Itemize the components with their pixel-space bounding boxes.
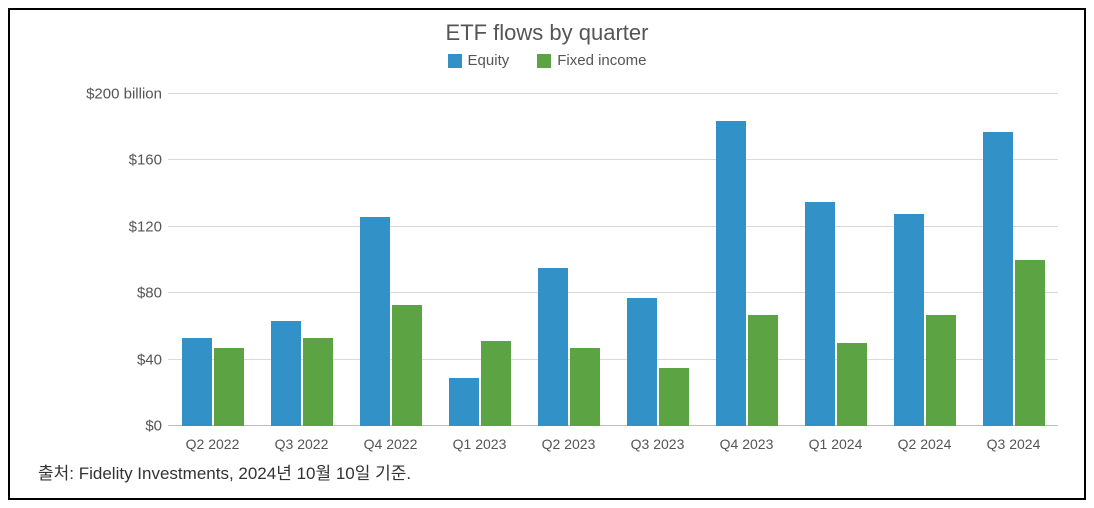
bar-group: Q3 2023 (627, 94, 689, 426)
xtick-label: Q2 2023 (542, 436, 596, 452)
chart-title: ETF flows by quarter (10, 10, 1084, 46)
bar-fixed-income (1015, 260, 1045, 426)
bar-fixed-income (214, 348, 244, 426)
bar-fixed-income (926, 315, 956, 426)
ytick-label: $80 (62, 285, 162, 302)
bar-group: Q1 2023 (449, 94, 511, 426)
plot-area: Q2 2022 Q3 2022 Q4 2022 Q1 2023 Q2 2023 Q3 20… (168, 94, 1058, 426)
bar-group: Q2 2023 (538, 94, 600, 426)
xtick-label: Q3 2023 (631, 436, 685, 452)
legend-label-fixed-income: Fixed income (557, 52, 646, 69)
xtick-label: Q4 2023 (720, 436, 774, 452)
bar-fixed-income (303, 338, 333, 426)
bar-equity (716, 121, 746, 426)
chart-frame: ETF flows by quarter Equity Fixed income… (8, 8, 1086, 500)
xtick-label: Q1 2023 (453, 436, 507, 452)
bar-equity (182, 338, 212, 426)
bar-fixed-income (659, 368, 689, 426)
bar-fixed-income (392, 305, 422, 426)
legend-item-fixed-income: Fixed income (537, 52, 646, 69)
source-text: 출처: Fidelity Investments, 2024년 10월 10일 … (38, 459, 411, 484)
bar-equity (894, 214, 924, 426)
ytick-label: $120 (62, 218, 162, 235)
xtick-label: Q4 2022 (364, 436, 418, 452)
xtick-label: Q2 2022 (186, 436, 240, 452)
bar-fixed-income (481, 341, 511, 426)
xtick-label: Q3 2022 (275, 436, 329, 452)
legend-swatch-equity (448, 54, 462, 68)
bar-group: Q3 2024 (983, 94, 1045, 426)
bar-group: Q1 2024 (805, 94, 867, 426)
bar-equity (360, 217, 390, 426)
xtick-label: Q1 2024 (809, 436, 863, 452)
bar-groups: Q2 2022 Q3 2022 Q4 2022 Q1 2023 Q2 2023 Q3 20… (168, 94, 1058, 426)
xtick-label: Q3 2024 (987, 436, 1041, 452)
bar-equity (538, 268, 568, 426)
bar-group: Q4 2023 (716, 94, 778, 426)
ytick-label: $40 (62, 351, 162, 368)
chart-region: Q2 2022 Q3 2022 Q4 2022 Q1 2023 Q2 2023 Q3 20… (50, 94, 1064, 426)
bar-group: Q4 2022 (360, 94, 422, 426)
bar-fixed-income (570, 348, 600, 426)
ytick-label: $0 (62, 418, 162, 435)
legend-label-equity: Equity (468, 52, 510, 69)
legend: Equity Fixed income (10, 52, 1084, 69)
xtick-label: Q2 2024 (898, 436, 952, 452)
bar-group: Q2 2024 (894, 94, 956, 426)
bar-fixed-income (748, 315, 778, 426)
bar-equity (271, 321, 301, 426)
bar-group: Q2 2022 (182, 94, 244, 426)
legend-item-equity: Equity (448, 52, 510, 69)
bar-equity (449, 378, 479, 426)
bar-equity (805, 202, 835, 426)
bar-fixed-income (837, 343, 867, 426)
bar-group: Q3 2022 (271, 94, 333, 426)
legend-swatch-fixed-income (537, 54, 551, 68)
ytick-label: $200 billion (62, 86, 162, 103)
bar-equity (983, 132, 1013, 426)
ytick-label: $160 (62, 152, 162, 169)
bar-equity (627, 298, 657, 426)
